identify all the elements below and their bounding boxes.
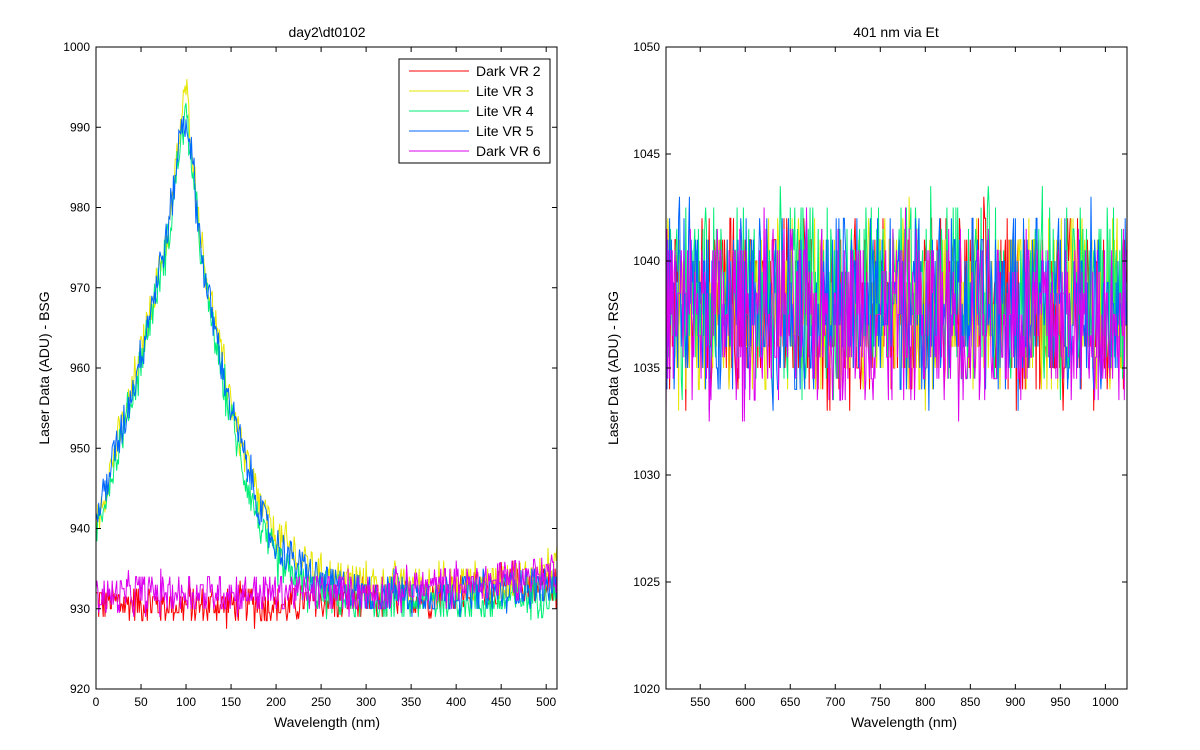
y-tick-label: 930 [70,602,90,616]
y-tick-label: 1045 [633,147,660,161]
x-tick-label: 850 [960,695,980,709]
chart-left-y-axis-label: Laser Data (ADU) - BSG [36,291,52,444]
x-tick-label: 650 [780,695,800,709]
x-tick-label: 250 [311,695,331,709]
x-tick-label: 800 [915,695,935,709]
y-tick-label: 1050 [633,40,660,54]
y-tick-label: 950 [70,441,90,455]
x-tick-label: 750 [870,695,890,709]
x-tick-label: 950 [1050,695,1070,709]
x-tick-label: 1000 [1092,695,1119,709]
y-tick-label: 960 [70,361,90,375]
x-tick-label: 600 [735,695,755,709]
chart-right-y-axis-label: Laser Data (ADU) - RSG [605,291,621,445]
x-tick-label: 200 [266,695,286,709]
x-tick-label: 700 [825,695,845,709]
chart-right-x-axis-label: Wavelength (nm) [851,714,957,730]
chart-right: 401 nm via Et 550 600 650 700 750 800 850 900 95… [605,24,1128,730]
legend-entry: Dark VR 2 [476,63,541,79]
chart-left-title: day2\dt0102 [288,24,365,40]
y-tick-label: 1040 [633,254,660,268]
x-tick-label: 550 [690,695,710,709]
legend-entry: Lite VR 3 [476,83,534,99]
y-tick-label: 1025 [633,575,660,589]
legend-entry: Lite VR 5 [476,123,534,139]
x-tick-label: 400 [446,695,466,709]
series-line-5 [665,207,1127,422]
chart-left: day2\dt0102 0 50 100 150 200 250 300 350 400 450 5… [36,24,558,730]
x-tick-label: 300 [356,695,376,709]
legend-entry: Dark VR 6 [476,143,541,159]
x-tick-label: 900 [1005,695,1025,709]
y-tick-label: 940 [70,522,90,536]
chart-left-ticks: 0 50 100 150 200 250 300 350 400 450 500 920 930 940 9… [63,40,557,709]
series-line-lite-vr-5 [95,115,558,617]
x-tick-label: 350 [401,695,421,709]
y-tick-label: 1020 [633,682,660,696]
y-tick-label: 1000 [63,40,90,54]
x-tick-label: 150 [221,695,241,709]
chart-left-legend: Dark VR 2 Lite VR 3 Lite VR 4 Lite VR 5 Dark… [398,58,551,164]
x-tick-label: 500 [536,695,556,709]
y-tick-label: 990 [70,120,90,134]
chart-right-plot-area[interactable] [665,46,1128,690]
x-tick-label: 100 [176,695,196,709]
x-tick-label: 50 [134,695,148,709]
y-tick-label: 1030 [633,468,660,482]
x-tick-label: 0 [93,695,100,709]
chart-right-ticks: 550 600 650 700 750 800 850 900 950 1000 1020 1025 1… [633,40,1127,709]
chart-left-x-axis-label: Wavelength (nm) [274,714,380,730]
y-tick-label: 920 [70,682,90,696]
legend-entry: Lite VR 4 [476,103,534,119]
y-tick-label: 970 [70,281,90,295]
x-tick-label: 450 [491,695,511,709]
y-tick-label: 980 [70,201,90,215]
y-tick-label: 1035 [633,361,660,375]
series-line-dark-vr-6 [95,554,558,617]
chart-right-title: 401 nm via Et [853,24,939,40]
